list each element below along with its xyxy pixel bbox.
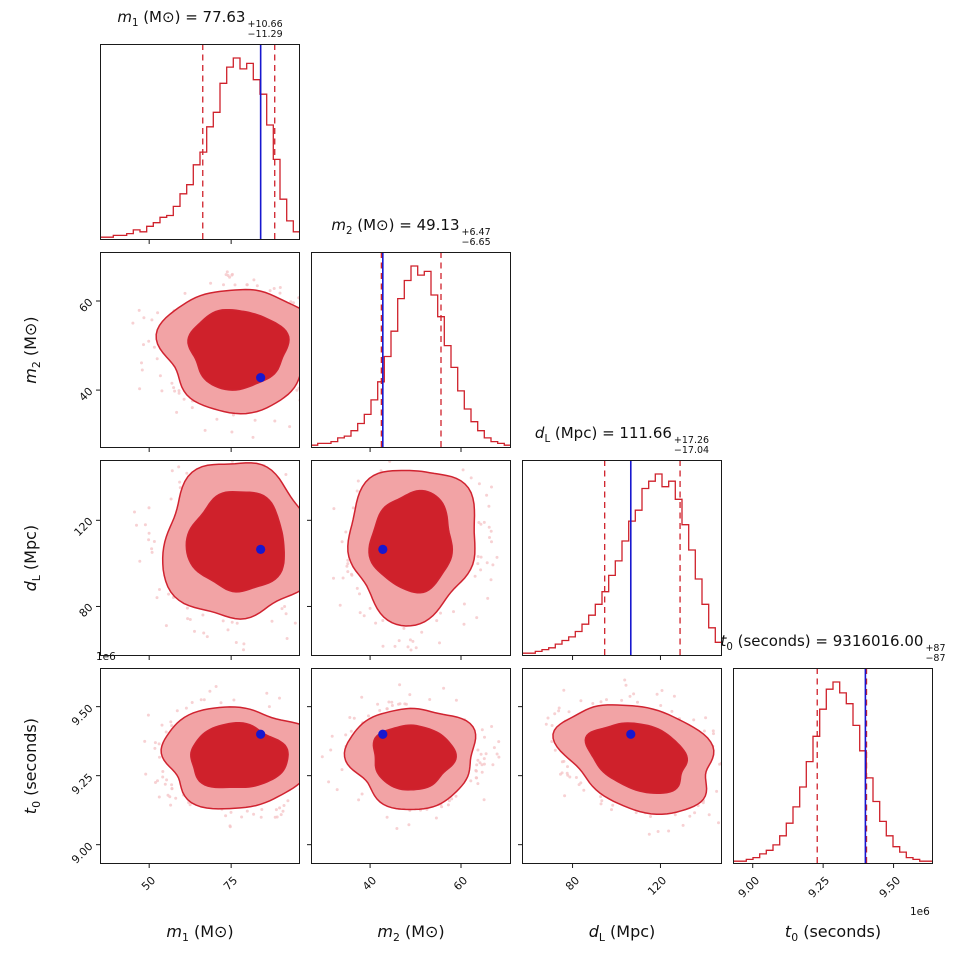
y-axis-label-dL: dL (Mpc)	[21, 478, 43, 638]
panel-contour-dL-vs-m2	[307, 460, 511, 660]
title-var-sub: L	[544, 434, 551, 445]
panel-contour-t0-vs-m1	[96, 668, 300, 868]
title-plus: +17.26	[673, 434, 710, 446]
label-part: (Mpc)	[20, 524, 40, 576]
label-part: d	[20, 581, 40, 592]
x-axis-offset-text: 1e6	[910, 906, 930, 918]
x-tick-label: 75	[221, 874, 241, 894]
label-part: t	[784, 922, 792, 941]
title-mid: (seconds) =	[732, 632, 833, 650]
y-tick-label: 80	[76, 601, 96, 621]
title-minus: −87	[925, 652, 946, 664]
label-part-sub: L	[30, 575, 44, 582]
y-tick-label: 9.50	[69, 701, 96, 729]
title-mid: (M⊙) =	[352, 216, 417, 234]
panel-contour-dL-vs-m1	[96, 460, 300, 660]
title-var: m	[117, 8, 132, 26]
label-part: m	[20, 368, 40, 384]
title-mid: (M⊙) =	[138, 8, 203, 26]
label-part-sub: 2	[392, 931, 400, 945]
title-value: 77.63	[202, 8, 246, 26]
y-tick-label: 9.00	[69, 839, 96, 867]
title-var: t	[720, 632, 727, 650]
title-uncertainty: +10.66 −11.29	[247, 18, 283, 40]
panel-hist-m1	[100, 44, 300, 244]
title-minus: −6.65	[461, 236, 491, 248]
y-axis-label-m2: m2 (M⊙)	[21, 270, 43, 430]
panel-contour-t0-vs-m2	[307, 668, 511, 868]
title-var-sub: 2	[345, 226, 353, 237]
title-var: d	[534, 424, 545, 442]
panel-contour-t0-vs-dL	[518, 668, 722, 868]
y-tick-label: 40	[76, 384, 96, 405]
y-tick-label: 60	[76, 295, 96, 315]
panel-hist-m2	[311, 252, 511, 452]
x-axis-label-m1: m1 (M⊙)	[100, 922, 300, 944]
title-uncertainty: +87 −87	[925, 642, 946, 664]
x-axis-label-dL: dL (Mpc)	[522, 922, 722, 944]
title-plus: +10.66	[247, 18, 283, 30]
title-plus: +6.47	[461, 226, 491, 238]
title-plus: +87	[925, 642, 946, 654]
label-part: d	[588, 922, 599, 941]
title-uncertainty: +6.47 −6.65	[461, 226, 491, 248]
x-tick-label: 9.25	[805, 874, 833, 901]
title-dL: dL (Mpc) = 111.66 +17.26 −17.04	[402, 424, 842, 456]
title-mid: (Mpc) =	[550, 424, 620, 442]
title-uncertainty: +17.26 −17.04	[673, 434, 710, 456]
title-var: m	[331, 216, 346, 234]
label-part: (M⊙)	[188, 922, 234, 941]
title-minus: −11.29	[247, 28, 283, 40]
x-axis-label-m2: m2 (M⊙)	[311, 922, 511, 944]
title-minus: −17.04	[673, 444, 710, 456]
label-part: (Mpc)	[604, 922, 656, 941]
label-part: (M⊙)	[20, 316, 40, 362]
title-value: 9316016.00	[832, 632, 924, 650]
y-axis-offset-text: 1e6	[96, 651, 116, 663]
title-m1: m1 (M⊙) = 77.63 +10.66 −11.29	[0, 8, 420, 40]
x-tick-label: 9.00	[735, 874, 762, 901]
title-m2: m2 (M⊙) = 49.13 +6.47 −6.65	[191, 216, 631, 248]
y-tick-label: 9.25	[69, 770, 96, 798]
label-part: (seconds)	[798, 922, 882, 941]
label-part: (seconds)	[20, 718, 40, 801]
x-tick-label: 50	[139, 874, 159, 894]
y-axis-label-t0: t0 (seconds)	[21, 686, 43, 846]
title-value: 49.13	[416, 216, 460, 234]
title-value: 111.66	[619, 424, 672, 442]
label-part: m	[166, 922, 182, 941]
x-tick-label: 80	[562, 874, 582, 894]
title-var-sub: 0	[726, 642, 733, 653]
x-tick-label: 120	[645, 874, 670, 899]
label-part-sub: 2	[30, 361, 44, 369]
label-part-sub: 0	[791, 931, 799, 945]
x-tick-label: 9.50	[876, 874, 903, 901]
title-var-sub: 1	[131, 18, 139, 29]
label-part: (M⊙)	[399, 922, 445, 941]
label-part: m	[377, 922, 393, 941]
title-t0: t0 (seconds) = 9316016.00 +87 −87	[613, 632, 970, 664]
y-tick-label: 120	[71, 515, 96, 540]
label-part-sub: 1	[181, 931, 189, 945]
x-axis-label-t0: t0 (seconds)	[733, 922, 933, 944]
label-part-sub: L	[598, 931, 605, 945]
x-tick-label: 40	[360, 874, 380, 894]
panel-hist-t0	[733, 668, 933, 868]
label-part-sub: 0	[30, 800, 44, 808]
x-tick-label: 60	[451, 874, 471, 894]
panel-contour-m2-vs-m1	[96, 252, 300, 452]
panel-hist-dL	[522, 460, 722, 660]
label-part: t	[20, 807, 40, 815]
